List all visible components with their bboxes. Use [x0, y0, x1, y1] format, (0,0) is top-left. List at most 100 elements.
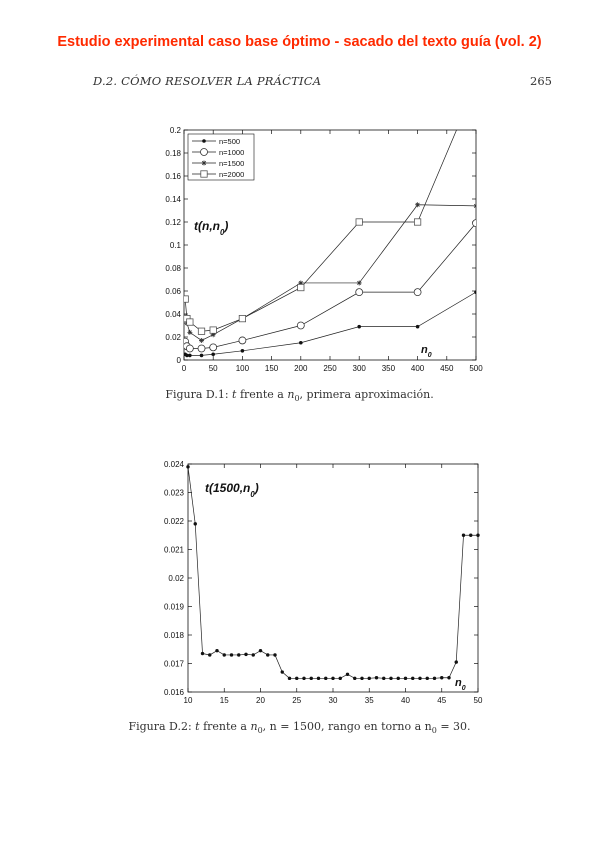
y-tick-label: 0.019 — [164, 603, 185, 612]
data-point — [200, 651, 205, 656]
data-point — [432, 676, 437, 681]
plot2-frame — [187, 463, 479, 693]
caption-variable: n — [250, 720, 258, 733]
y-tick-label: 0.18 — [165, 149, 181, 158]
data-point — [367, 676, 371, 681]
data-point — [200, 148, 208, 156]
data-point — [210, 332, 216, 338]
x-tick-label: 500 — [469, 364, 483, 373]
page-banner: Estudio experimental caso base óptimo - … — [57, 34, 542, 50]
legend-label: n=2000 — [219, 170, 244, 179]
data-point — [209, 326, 217, 334]
x-axis-corner-label: n0 — [421, 344, 432, 359]
caption-variable: t — [232, 388, 237, 401]
y-tick-label: 0.06 — [165, 287, 181, 296]
data-point — [238, 314, 246, 323]
data-point — [461, 533, 466, 537]
data-point — [199, 337, 205, 343]
data-point — [454, 660, 458, 664]
data-point — [360, 676, 364, 681]
y-tick-label: 0.016 — [164, 688, 185, 697]
data-point — [302, 676, 306, 681]
y-tick-label: 0.2 — [170, 126, 182, 135]
page-number: 265 — [530, 74, 552, 88]
legend: n=500 n=1000 n=1500 n=2000 — [187, 133, 255, 181]
data-point — [299, 340, 303, 345]
data-point — [215, 648, 219, 653]
data-point — [309, 676, 313, 681]
data-point — [208, 653, 212, 657]
x-tick-label: 25 — [292, 696, 301, 705]
series-line — [187, 466, 478, 679]
data-point — [472, 219, 476, 228]
data-point — [237, 653, 241, 657]
data-point — [280, 670, 284, 674]
data-point — [473, 81, 479, 87]
data-point — [396, 676, 400, 681]
y-tick-label: 0.023 — [164, 489, 185, 498]
y-tick-label: 0.02 — [168, 574, 184, 583]
data-point — [185, 344, 194, 353]
data-point — [338, 676, 342, 681]
data-point — [415, 324, 420, 329]
data-point — [251, 653, 255, 657]
series-line — [184, 222, 476, 349]
x-tick-label: 0 — [182, 364, 187, 373]
caption-text: , primera aproximación. — [299, 388, 434, 401]
x-tick-label: 45 — [437, 696, 446, 705]
series-line — [184, 204, 476, 341]
data-point — [324, 676, 328, 681]
data-point — [211, 352, 215, 357]
data-point — [287, 676, 292, 681]
y-tick-label: 0.02 — [165, 333, 181, 342]
data-point — [355, 218, 363, 226]
x-tick-label: 20 — [256, 696, 265, 705]
data-point — [222, 653, 226, 657]
data-point — [266, 653, 270, 657]
legend-box — [187, 133, 255, 181]
figure-d2-caption: Figura D.2: t frente a n0, n = 1500, ran… — [0, 720, 599, 735]
data-point — [295, 676, 299, 681]
y-tick-label: 0.1 — [170, 241, 182, 250]
x-tick-label: 200 — [294, 364, 308, 373]
plot-area — [184, 81, 479, 358]
x-tick-label: 300 — [353, 364, 367, 373]
chart-annotation: t(n,n0) — [194, 219, 228, 237]
x-axis-corner-label: n0 — [455, 677, 466, 692]
data-point — [298, 280, 304, 286]
data-point — [258, 648, 263, 653]
data-point — [200, 170, 208, 178]
y-tick-label: 0.12 — [165, 218, 181, 227]
data-point — [199, 353, 204, 358]
data-point — [382, 676, 386, 681]
caption-text: frente a — [236, 388, 288, 401]
legend-label: n=1000 — [219, 148, 244, 157]
data-point — [357, 324, 362, 329]
caption-subscript: 0 — [257, 726, 263, 736]
x-tick-label: 50 — [209, 364, 218, 373]
data-point — [209, 343, 218, 352]
y-tick-label: 0.017 — [164, 660, 185, 669]
data-point — [202, 139, 206, 143]
legend-label: n=500 — [219, 137, 240, 146]
x-tick-label: 15 — [220, 696, 229, 705]
data-point — [185, 353, 189, 358]
data-point — [188, 353, 192, 358]
data-point — [356, 280, 362, 286]
y-tick-label: 0.022 — [164, 517, 185, 526]
x-tick-label: 35 — [365, 696, 374, 705]
caption-label: Figura D.1: — [165, 388, 229, 401]
data-point — [389, 676, 393, 681]
data-point — [316, 676, 321, 681]
x-tick-label: 100 — [236, 364, 250, 373]
caption-variable: n — [287, 388, 295, 401]
data-point — [186, 318, 194, 326]
caption-text: frente a — [199, 720, 251, 733]
caption-subscript: 0 — [431, 726, 437, 736]
data-point — [201, 160, 207, 166]
data-point — [415, 202, 421, 208]
figure-d1-caption: Figura D.1: t frente a n0, primera aprox… — [0, 388, 599, 403]
x-tick-label: 450 — [440, 364, 454, 373]
x-tick-label: 250 — [323, 364, 337, 373]
